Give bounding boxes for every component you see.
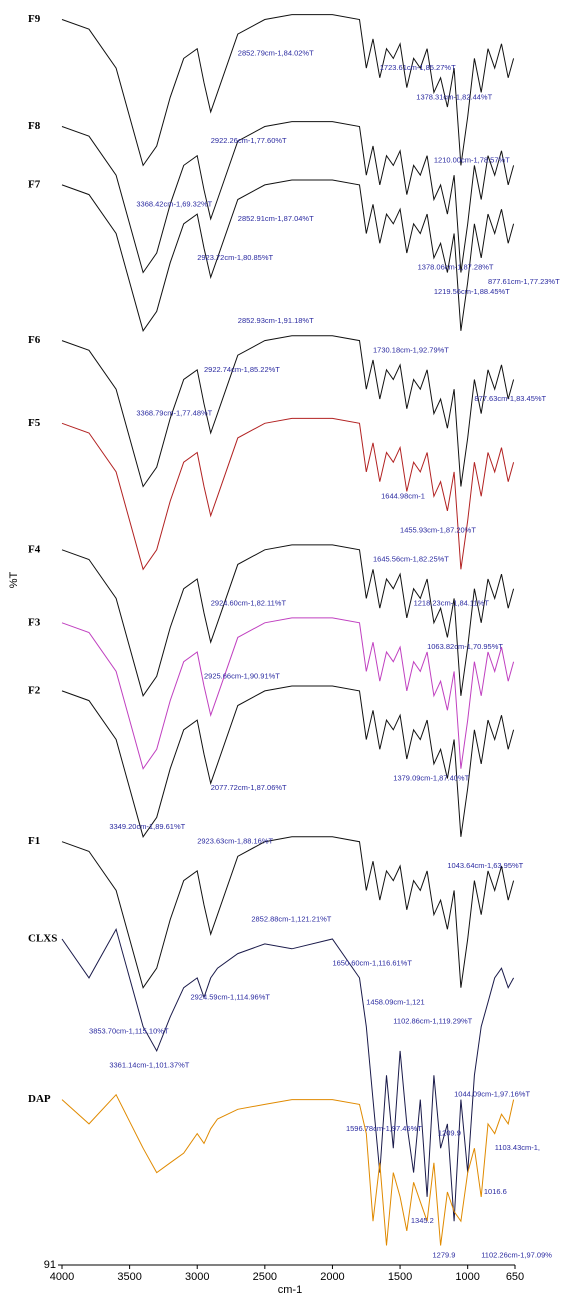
x-tick-label: 3500 (117, 1271, 141, 1283)
peak-annotation: 1644.98cm-1 (381, 491, 425, 500)
peak-annotation: 1596.78cm-1,97.45%T (346, 1124, 422, 1133)
x-tick-label: 4000 (50, 1271, 74, 1283)
peak-annotation: 1378.06cm-1,87.28%T (418, 263, 494, 272)
series-label: F2 (28, 684, 41, 696)
peak-annotation: 1379.09cm-1,87.40%T (393, 773, 469, 782)
peak-annotation: 2923.72cm-1,80.85%T (197, 253, 273, 262)
peak-annotation: 2922.74cm-1,85.22%T (204, 365, 280, 374)
series-label: F6 (28, 334, 41, 346)
peak-annotation: 1043.64cm-1,63.95%T (447, 861, 523, 870)
peak-annotation: 2852.88cm-1,121.21%T (251, 915, 331, 924)
peak-annotation: 1730.18cm-1,92.79%T (373, 345, 449, 354)
peak-annotation: 1102.86cm-1,119.29%T (393, 1017, 472, 1026)
spectrum-line (61, 836, 515, 989)
y-tick-label: 91 (44, 1259, 56, 1271)
peak-annotation: 1063.82cm-1,70.95%T (427, 642, 503, 651)
spectrum-line (61, 927, 515, 1222)
x-tick-label: 3000 (185, 1271, 209, 1283)
peak-annotation: 1455.93cm-1,87.20%T (400, 525, 476, 534)
peak-annotation: 1219.56cm-1,88.45%T (434, 287, 510, 296)
peak-annotation: 1102.26cm-1,97.09% (481, 1250, 552, 1259)
peak-annotation: 2925.66cm-1,90.91%T (204, 671, 280, 680)
x-axis-label: cm-1 (278, 1284, 302, 1296)
spectrum-line (61, 121, 515, 274)
series-label: F1 (28, 835, 40, 847)
series-label: CLXS (28, 933, 57, 945)
series-label: F8 (28, 120, 41, 132)
spectrum-line (61, 417, 515, 571)
peak-annotation: 3361.14cm-1,101.37%T (109, 1061, 189, 1070)
x-tick-label: 2500 (253, 1271, 277, 1283)
series-label: F5 (28, 417, 41, 429)
peak-annotation: 1044.09cm-1,97.16%T (454, 1090, 530, 1099)
peak-annotation: 3368.79cm-1,77.48%T (136, 409, 212, 418)
peak-annotation: 1645.56cm-1,82.25%T (373, 555, 449, 564)
spectrum-line (61, 685, 515, 838)
series-label: DAP (28, 1093, 51, 1105)
peak-annotation: 2077.72cm-1,87.06%T (211, 783, 287, 792)
spectrum-line (61, 617, 515, 770)
peak-annotation: 1345.2 (411, 1216, 434, 1225)
spectrum-line (61, 1093, 515, 1246)
spectrum-line (61, 544, 515, 697)
y-axis-label: %T (8, 571, 20, 588)
peak-annotation: 2852.79cm-1,84.02%T (238, 49, 314, 58)
peak-annotation: 1378.31cm-1,82.44%T (416, 92, 492, 101)
peak-annotation: 1723.61cm-1,85.27%T (380, 63, 456, 72)
series-label: F4 (28, 543, 41, 555)
peak-annotation: 2852.93cm-1,91.18%T (238, 316, 314, 325)
peak-annotation: 1209.9 (438, 1129, 461, 1138)
peak-annotation: 2924.59cm-1,114.96%T (190, 992, 270, 1001)
peak-annotation: 3349.20cm-1,89.61%T (109, 822, 185, 831)
peak-annotation: 1218.23cm-1,84.11%T (414, 598, 490, 607)
peak-annotation: 3368.42cm-1,69.32%T (136, 199, 212, 208)
x-tick-label: 1500 (388, 1271, 412, 1283)
peak-annotation: 3853.70cm-1,115.10%T (89, 1026, 169, 1035)
spectrum-line (61, 179, 515, 332)
spectrum-line (61, 335, 515, 488)
series-label: F3 (28, 616, 41, 628)
peak-annotation: 1650.60cm-1,116.61%T (332, 958, 412, 967)
peak-annotation: 1458.09cm-1,121 (366, 997, 424, 1006)
series-label: F7 (28, 178, 41, 190)
peak-annotation: 877.63cm-1,83.45%T (474, 394, 546, 403)
peak-annotation: 2922.26cm-1,77.60%T (211, 136, 287, 145)
spectrum-line (61, 14, 515, 167)
series-label: F9 (28, 13, 41, 25)
peak-annotation: 1210.00cm-1,78.57%T (434, 156, 510, 165)
peak-annotation: 2924.60cm-1,82.11%T (211, 598, 287, 607)
peak-annotation: 2923.63cm-1,88.16%T (197, 837, 273, 846)
peak-annotation: 1103.43cm-1, (495, 1143, 540, 1152)
peak-annotation: 2852.91cm-1,87.04%T (238, 214, 314, 223)
peak-annotation: 1016.6 (484, 1187, 507, 1196)
peak-annotation: 1279.9 (433, 1250, 456, 1259)
x-tick-label: 1000 (455, 1271, 479, 1283)
x-tick-label: 2000 (320, 1271, 344, 1283)
peak-annotation: 877.61cm-1,77.23%T (488, 277, 560, 286)
x-tick-label: 650 (506, 1271, 524, 1283)
